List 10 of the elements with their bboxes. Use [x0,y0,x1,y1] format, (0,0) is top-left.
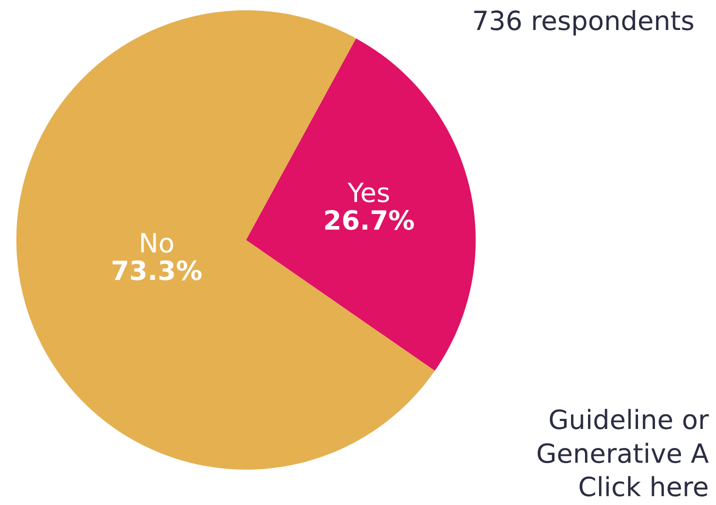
pie-slice [246,38,476,371]
data-label: 73.3% [112,260,202,280]
slice-label: Yes [348,182,389,202]
slice-label: No [141,233,174,253]
text: Generative A [538,442,709,464]
pie-slice [16,10,435,470]
text: Guideline or [550,408,709,430]
data-label: 26.7% [325,210,414,230]
text: 736 respondents [474,10,694,36]
text: Click here [580,476,708,496]
